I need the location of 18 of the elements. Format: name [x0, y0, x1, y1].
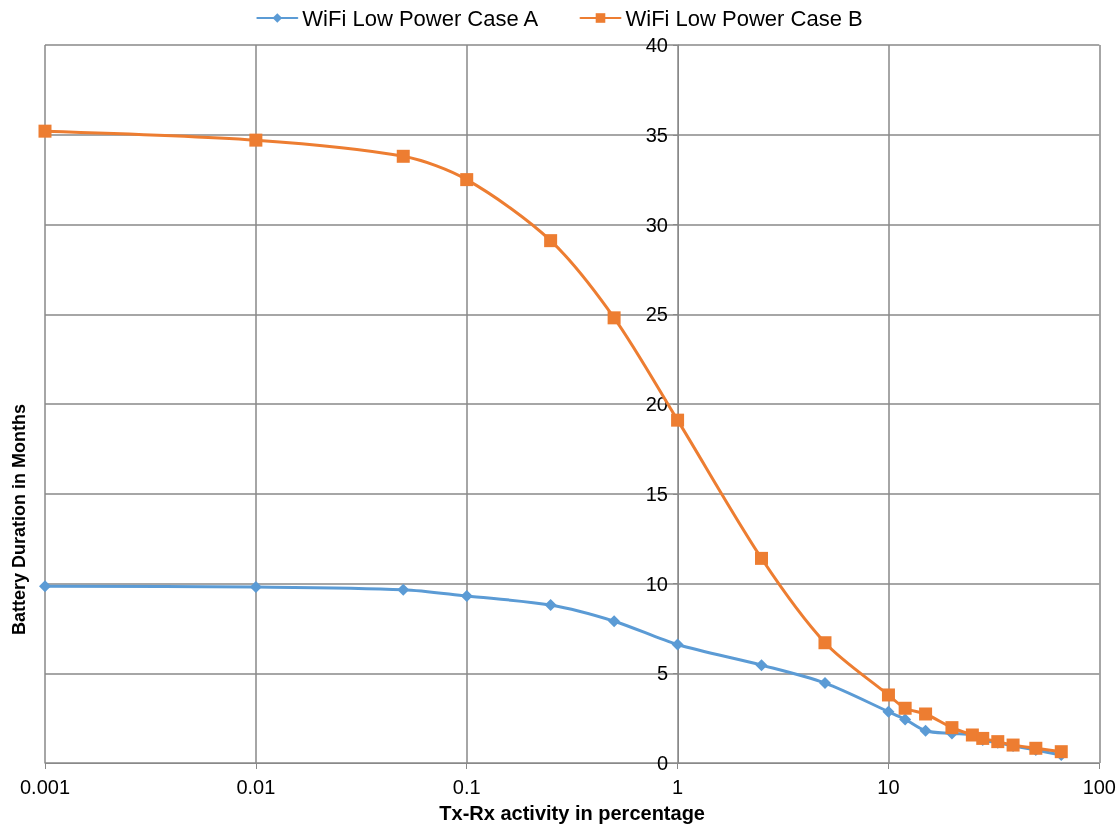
x-tick-label: 10 — [877, 776, 900, 798]
y-tick-label: 25 — [645, 303, 668, 326]
y-tick-label: 30 — [645, 213, 668, 236]
y-tick-label: 0 — [656, 752, 668, 774]
x-tick-label: 0.001 — [19, 776, 71, 798]
y-axis-title: Battery Duration in Months — [9, 403, 29, 635]
x-axis-title: Tx-Rx activity in percentage — [439, 802, 705, 824]
y-tick-label: 5 — [656, 662, 668, 685]
x-tick-label: 100 — [1082, 776, 1116, 798]
x-tick-label: 0.1 — [452, 776, 481, 798]
y-tick-label: 40 — [645, 34, 668, 56]
legend-label: WiFi Low Power Case B — [625, 5, 863, 31]
x-tick-label: 0.01 — [236, 776, 276, 798]
x-tick-label: 1 — [672, 776, 684, 798]
y-tick-label: 35 — [645, 123, 668, 146]
legend-label: WiFi Low Power Case A — [302, 5, 539, 31]
y-tick-label: 15 — [645, 482, 668, 505]
y-tick-label: 10 — [645, 572, 668, 595]
